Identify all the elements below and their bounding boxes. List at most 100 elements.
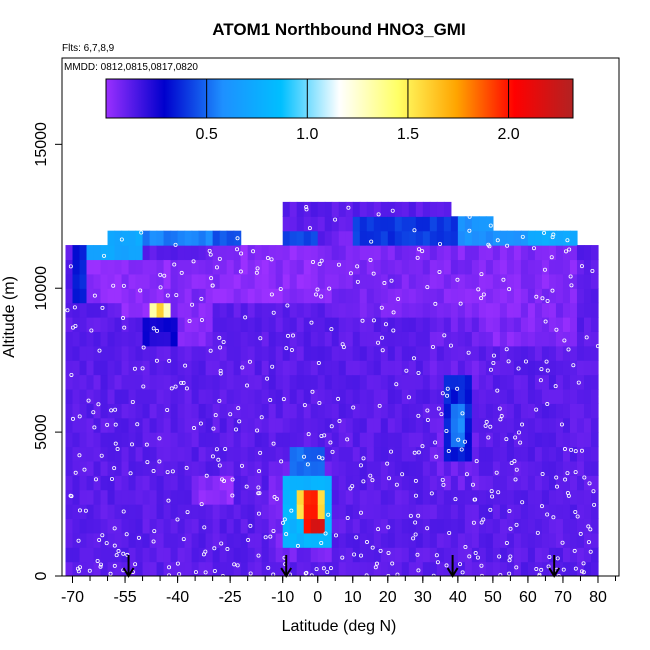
colorbar-tick-label: 2.0	[497, 126, 519, 143]
heatmap-cell	[303, 245, 312, 261]
heatmap-cell	[107, 547, 116, 563]
heatmap-cell	[177, 518, 186, 534]
heatmap-cell	[513, 432, 522, 448]
heatmap-cell	[555, 475, 564, 491]
heatmap-cell	[583, 417, 592, 433]
heatmap-cell	[275, 302, 284, 318]
heatmap-cell	[149, 345, 158, 361]
flight-point	[112, 466, 117, 471]
flight-point	[415, 552, 420, 557]
heatmap-cell	[513, 360, 522, 376]
flight-point	[157, 459, 162, 464]
heatmap-cell	[583, 518, 592, 534]
colorbar-tick-label: 1.5	[397, 126, 419, 143]
heatmap-cell	[261, 432, 270, 448]
heatmap-cell	[408, 460, 417, 476]
flight-point	[488, 367, 493, 372]
flight-point	[534, 294, 539, 299]
heatmap-cell	[590, 388, 599, 404]
heatmap-cell	[296, 345, 305, 361]
heatmap-cell	[576, 518, 585, 534]
heatmap-cell	[352, 432, 361, 448]
heatmap-cell	[233, 532, 242, 548]
flight-point	[184, 386, 189, 391]
heatmap-cell	[485, 259, 494, 275]
heatmap-cell	[184, 446, 193, 462]
flight-point	[167, 358, 172, 363]
heatmap-cell	[345, 273, 354, 289]
heatmap-cell	[380, 216, 389, 232]
heatmap-cell	[492, 273, 501, 289]
flight-point	[587, 481, 592, 486]
heatmap-cell	[345, 374, 354, 390]
flight-point	[207, 248, 212, 253]
heatmap-cell	[527, 259, 536, 275]
heatmap-cell	[163, 532, 172, 548]
heatmap-cell	[457, 489, 466, 505]
heatmap-cell	[345, 417, 354, 433]
heatmap-cell	[296, 259, 305, 275]
heatmap-cell	[387, 360, 396, 376]
heatmap-cell	[212, 288, 221, 304]
flight-point	[132, 366, 137, 371]
heatmap-cell	[415, 504, 424, 520]
heatmap-cell	[450, 547, 459, 563]
heatmap-cell	[443, 504, 452, 520]
heatmap-cell	[401, 460, 410, 476]
heatmap-cell	[100, 317, 109, 332]
heatmap-cell	[289, 518, 298, 534]
flight-point	[370, 545, 375, 550]
heatmap-cell	[464, 460, 473, 476]
heatmap-cell	[114, 245, 123, 261]
heatmap-cell	[107, 403, 116, 419]
heatmap-cell	[177, 489, 186, 505]
heatmap-cell	[408, 475, 417, 491]
heatmap-cell	[429, 432, 438, 448]
heatmap-cell	[289, 317, 298, 332]
flight-point	[266, 565, 271, 570]
heatmap-cell	[576, 403, 585, 419]
heatmap-cell	[569, 460, 578, 476]
heatmap-cell	[149, 388, 158, 404]
heatmap-cell	[359, 374, 368, 390]
heatmap-cell	[478, 259, 487, 275]
flight-point	[394, 382, 399, 387]
heatmap-cell	[352, 446, 361, 462]
heatmap-cell	[310, 518, 319, 534]
flight-point	[554, 475, 559, 480]
heatmap-cell	[324, 201, 333, 217]
heatmap-cell	[387, 374, 396, 390]
heatmap-cell	[93, 245, 102, 261]
heatmap-cell	[303, 317, 312, 332]
heatmap-cell	[254, 561, 263, 576]
heatmap-cell	[499, 460, 508, 476]
flight-point	[336, 262, 341, 267]
heatmap-cell	[86, 288, 95, 304]
heatmap-cell	[114, 331, 123, 347]
heatmap-cell	[331, 460, 340, 476]
heatmap-cell	[233, 518, 242, 534]
heatmap-cell	[303, 345, 312, 361]
heatmap-cell	[569, 230, 578, 246]
heatmap-cell	[282, 273, 291, 289]
flight-point	[280, 520, 285, 525]
heatmap-cell	[492, 432, 501, 448]
heatmap-cell	[429, 360, 438, 376]
heatmap-cell	[576, 245, 585, 261]
heatmap-cell	[142, 331, 151, 347]
heatmap-cell	[422, 403, 431, 419]
heatmap-cell	[569, 475, 578, 491]
heatmap-cell	[485, 216, 494, 232]
flight-point	[140, 366, 145, 371]
flight-point	[534, 407, 539, 412]
heatmap-cell	[422, 446, 431, 462]
flight-point	[455, 277, 460, 282]
heatmap-cell	[107, 561, 116, 576]
heatmap-cell	[373, 345, 382, 361]
flight-point	[133, 562, 138, 567]
heatmap-cell	[555, 518, 564, 534]
flight-point	[396, 296, 401, 301]
heatmap-cell	[247, 432, 256, 448]
heatmap-cell	[583, 288, 592, 304]
heatmap-cell	[590, 302, 599, 318]
